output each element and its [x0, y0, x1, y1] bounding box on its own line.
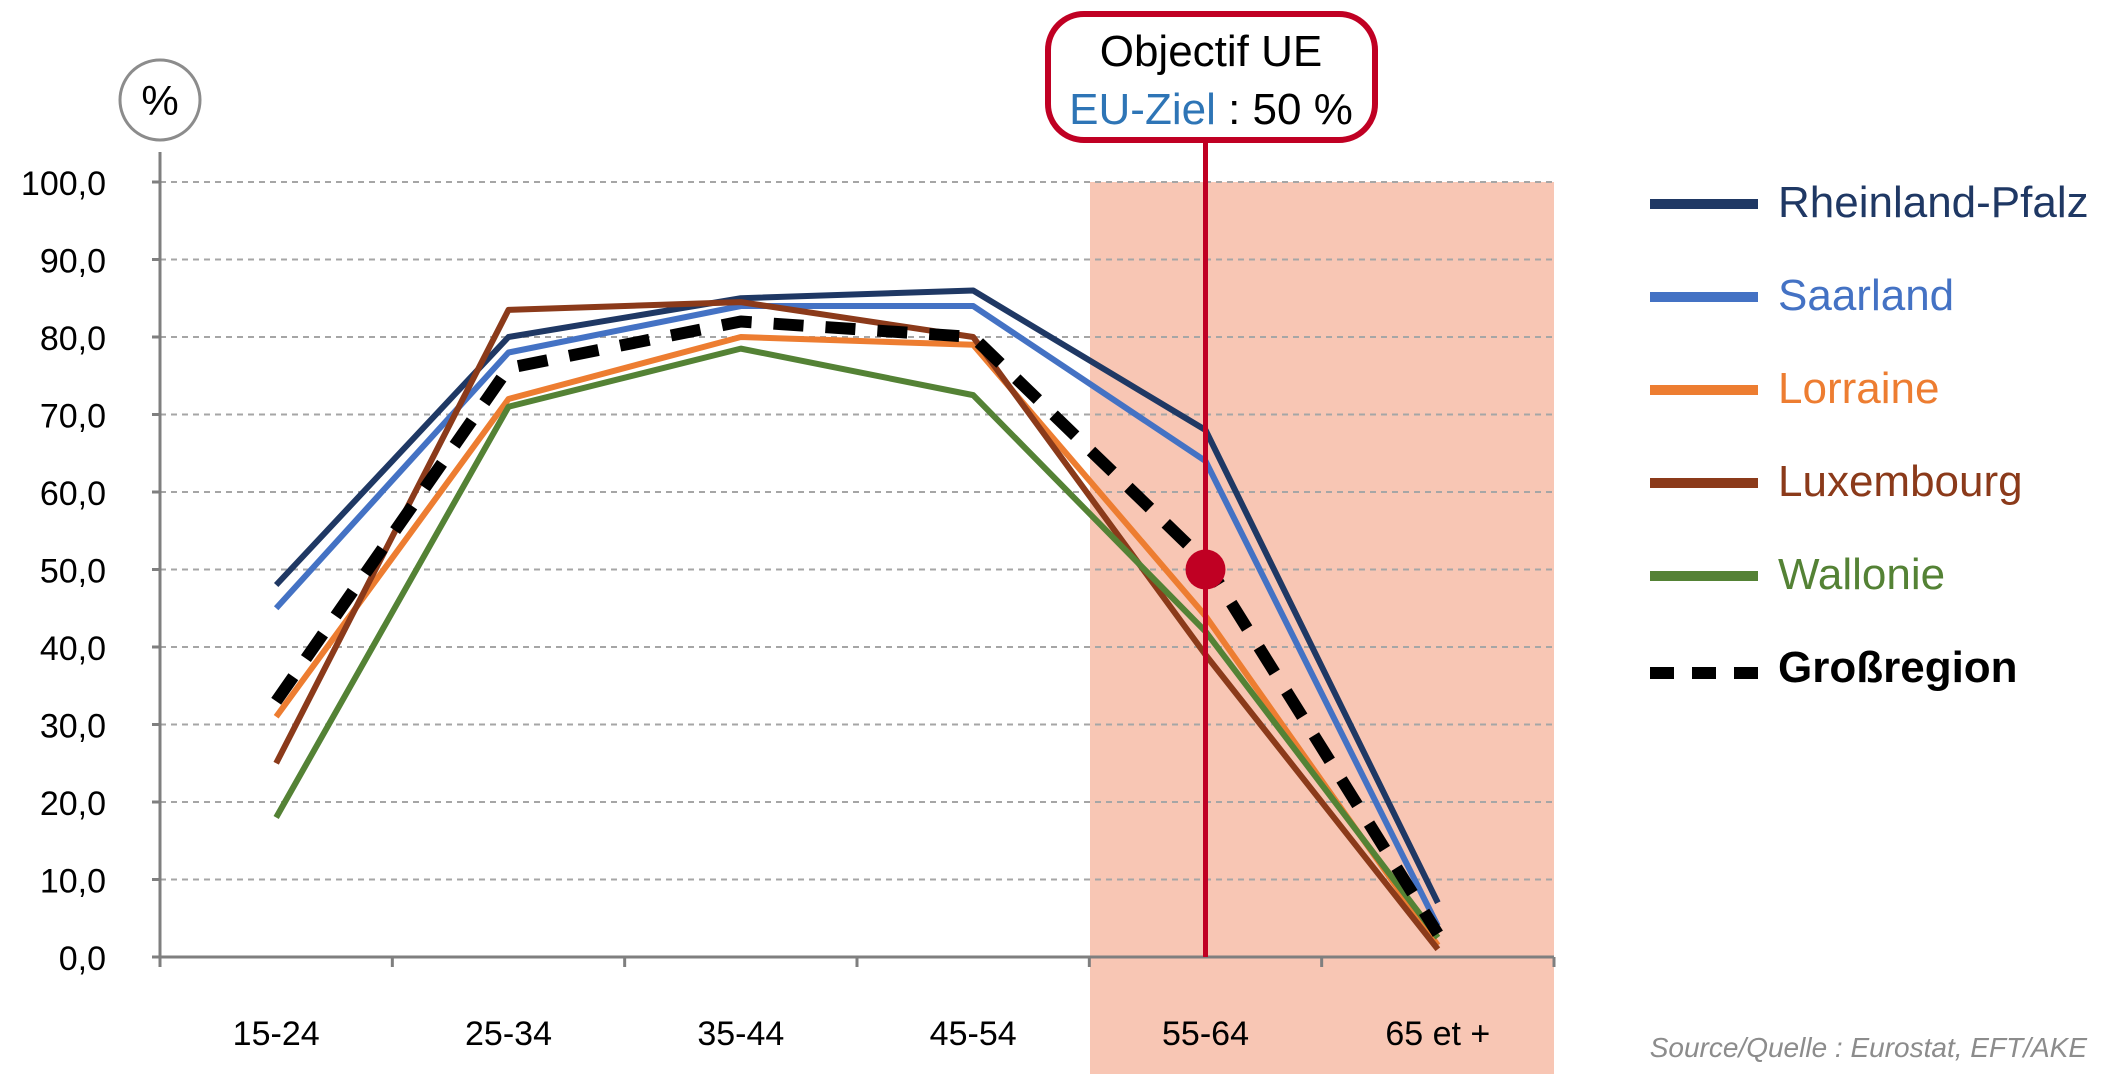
series-line-rheinland-pfalz: [273, 287, 1441, 905]
legend-item: Luxembourg: [1650, 451, 2103, 511]
series-lines: [271, 287, 1443, 952]
y-tick-label: 20,0: [40, 785, 106, 823]
x-tick-label: 35-44: [697, 1015, 784, 1053]
gridlines: [152, 180, 1554, 959]
legend-item: Großregion: [1650, 637, 2103, 697]
legend-swatch: [1650, 478, 1758, 488]
legend-label: Saarland: [1778, 271, 1955, 320]
target-callout-line1: Objectif UE: [1100, 27, 1323, 76]
target-callout-box: [1045, 11, 1378, 143]
legend-label: Luxembourg: [1778, 457, 2023, 506]
y-tick-label: 80,0: [40, 320, 106, 358]
y-axis-label: %: [141, 77, 178, 124]
target-callout-eu-ziel: EU-Ziel: [1069, 85, 1216, 134]
x-tick-label: 45-54: [930, 1015, 1017, 1053]
y-tick-label: 0,0: [59, 940, 106, 978]
y-tick-labels: 0,0 10,0 20,0 30,0 40,0 50,0 60,0 70,0 80,0 90,0 1…: [21, 165, 106, 978]
legend-swatch: [1650, 292, 1758, 302]
x-tick-label: 65 et +: [1385, 1015, 1490, 1053]
x-tick-labels: 15-24 25-34 35-44 45-54 55-64 65 et +: [233, 1015, 1491, 1053]
legend-swatch: [1650, 667, 1758, 679]
legend-swatch: [1650, 571, 1758, 581]
legend-label: Lorraine: [1778, 364, 1940, 413]
target-marker: [1185, 549, 1226, 590]
y-tick-label: 30,0: [40, 708, 106, 746]
series-line-luxembourg: [273, 299, 1441, 952]
y-tick-label: 70,0: [40, 398, 106, 436]
y-tick-label: 10,0: [40, 863, 106, 901]
series-line-saarland: [273, 303, 1441, 928]
target-callout-value: : 50 %: [1216, 85, 1353, 134]
y-tick-label: 100,0: [21, 165, 106, 203]
legend-item: Saarland: [1650, 265, 2103, 325]
legend-label: Rheinland-Pfalz: [1778, 178, 2089, 227]
legend-item: Wallonie: [1650, 544, 2103, 604]
legend-item: Rheinland-Pfalz: [1650, 172, 2103, 232]
axes: [158, 152, 1556, 967]
legend-label: Wallonie: [1778, 550, 1946, 599]
y-tick-label: 50,0: [40, 553, 106, 591]
series-line-lorraine: [273, 334, 1441, 948]
series-line-wallonie: [273, 345, 1441, 940]
y-tick-label: 90,0: [40, 243, 106, 281]
target-callout-line2: EU-Ziel : 50 %: [1069, 85, 1353, 134]
y-tick-label: 40,0: [40, 630, 106, 668]
y-axis-title: %: [118, 58, 202, 142]
x-tick-label: 15-24: [233, 1015, 320, 1053]
x-tick-label: 25-34: [465, 1015, 552, 1053]
legend-swatch: [1650, 199, 1758, 209]
legend-swatch: [1650, 385, 1758, 395]
legend-item: Lorraine: [1650, 358, 2103, 418]
legend-label: Großregion: [1778, 643, 2018, 692]
series-line-gro-region: [271, 315, 1443, 937]
highlight-band-55-64: [1090, 182, 1554, 1074]
eu-target: Objectif UE EU-Ziel : 50 %: [1045, 11, 1378, 957]
source-note: Source/Quelle : Eurostat, EFT/AKE: [1649, 1032, 2087, 1063]
y-tick-label: 60,0: [40, 475, 106, 513]
x-tick-label: 55-64: [1162, 1015, 1249, 1053]
